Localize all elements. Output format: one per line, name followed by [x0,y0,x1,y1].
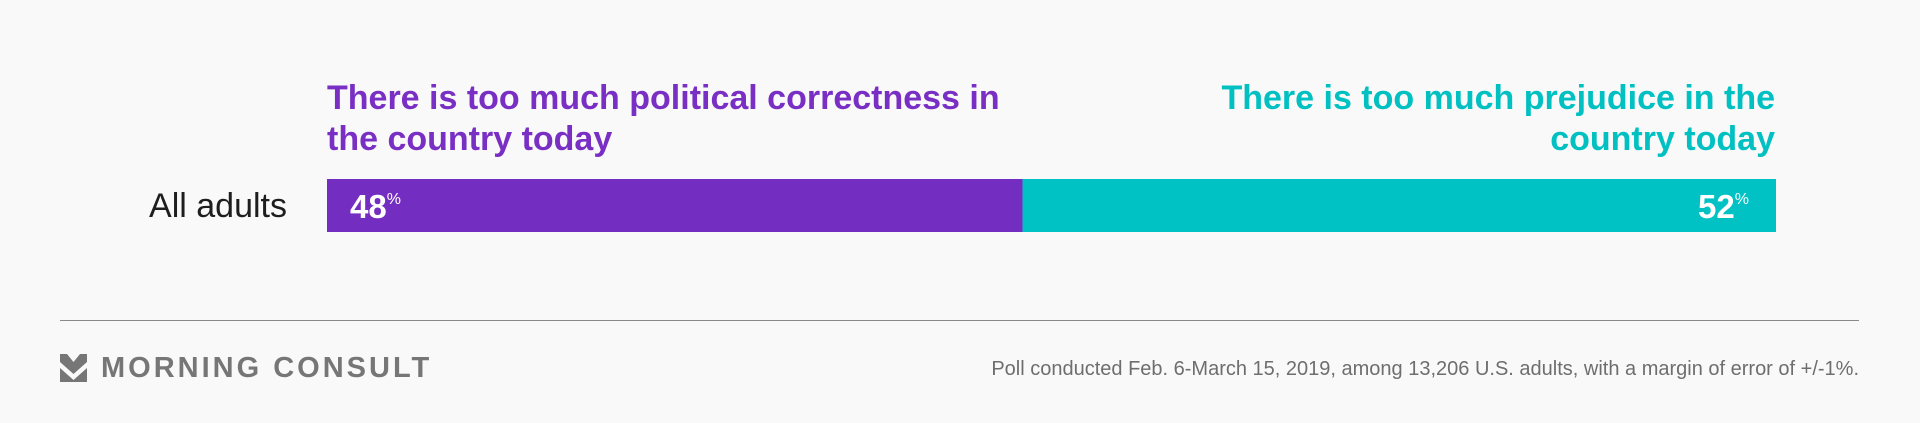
series-label-prejudice: There is too much prejudice in the count… [1221,79,1775,158]
bar-segment-1 [327,179,1023,232]
category-label-all-adults: All adults [149,187,287,225]
brand-logo: MORNING CONSULT [60,350,432,386]
morning-consult-chevron-icon [60,354,87,382]
bar-segment-2 [1022,179,1776,232]
footer-divider [60,320,1859,321]
brand-name: MORNING CONSULT [101,351,433,384]
series-label-political-correctness: There is too much political correctness … [327,79,1000,158]
poll-footnote: Poll conducted Feb. 6-March 15, 2019, am… [991,358,1859,380]
